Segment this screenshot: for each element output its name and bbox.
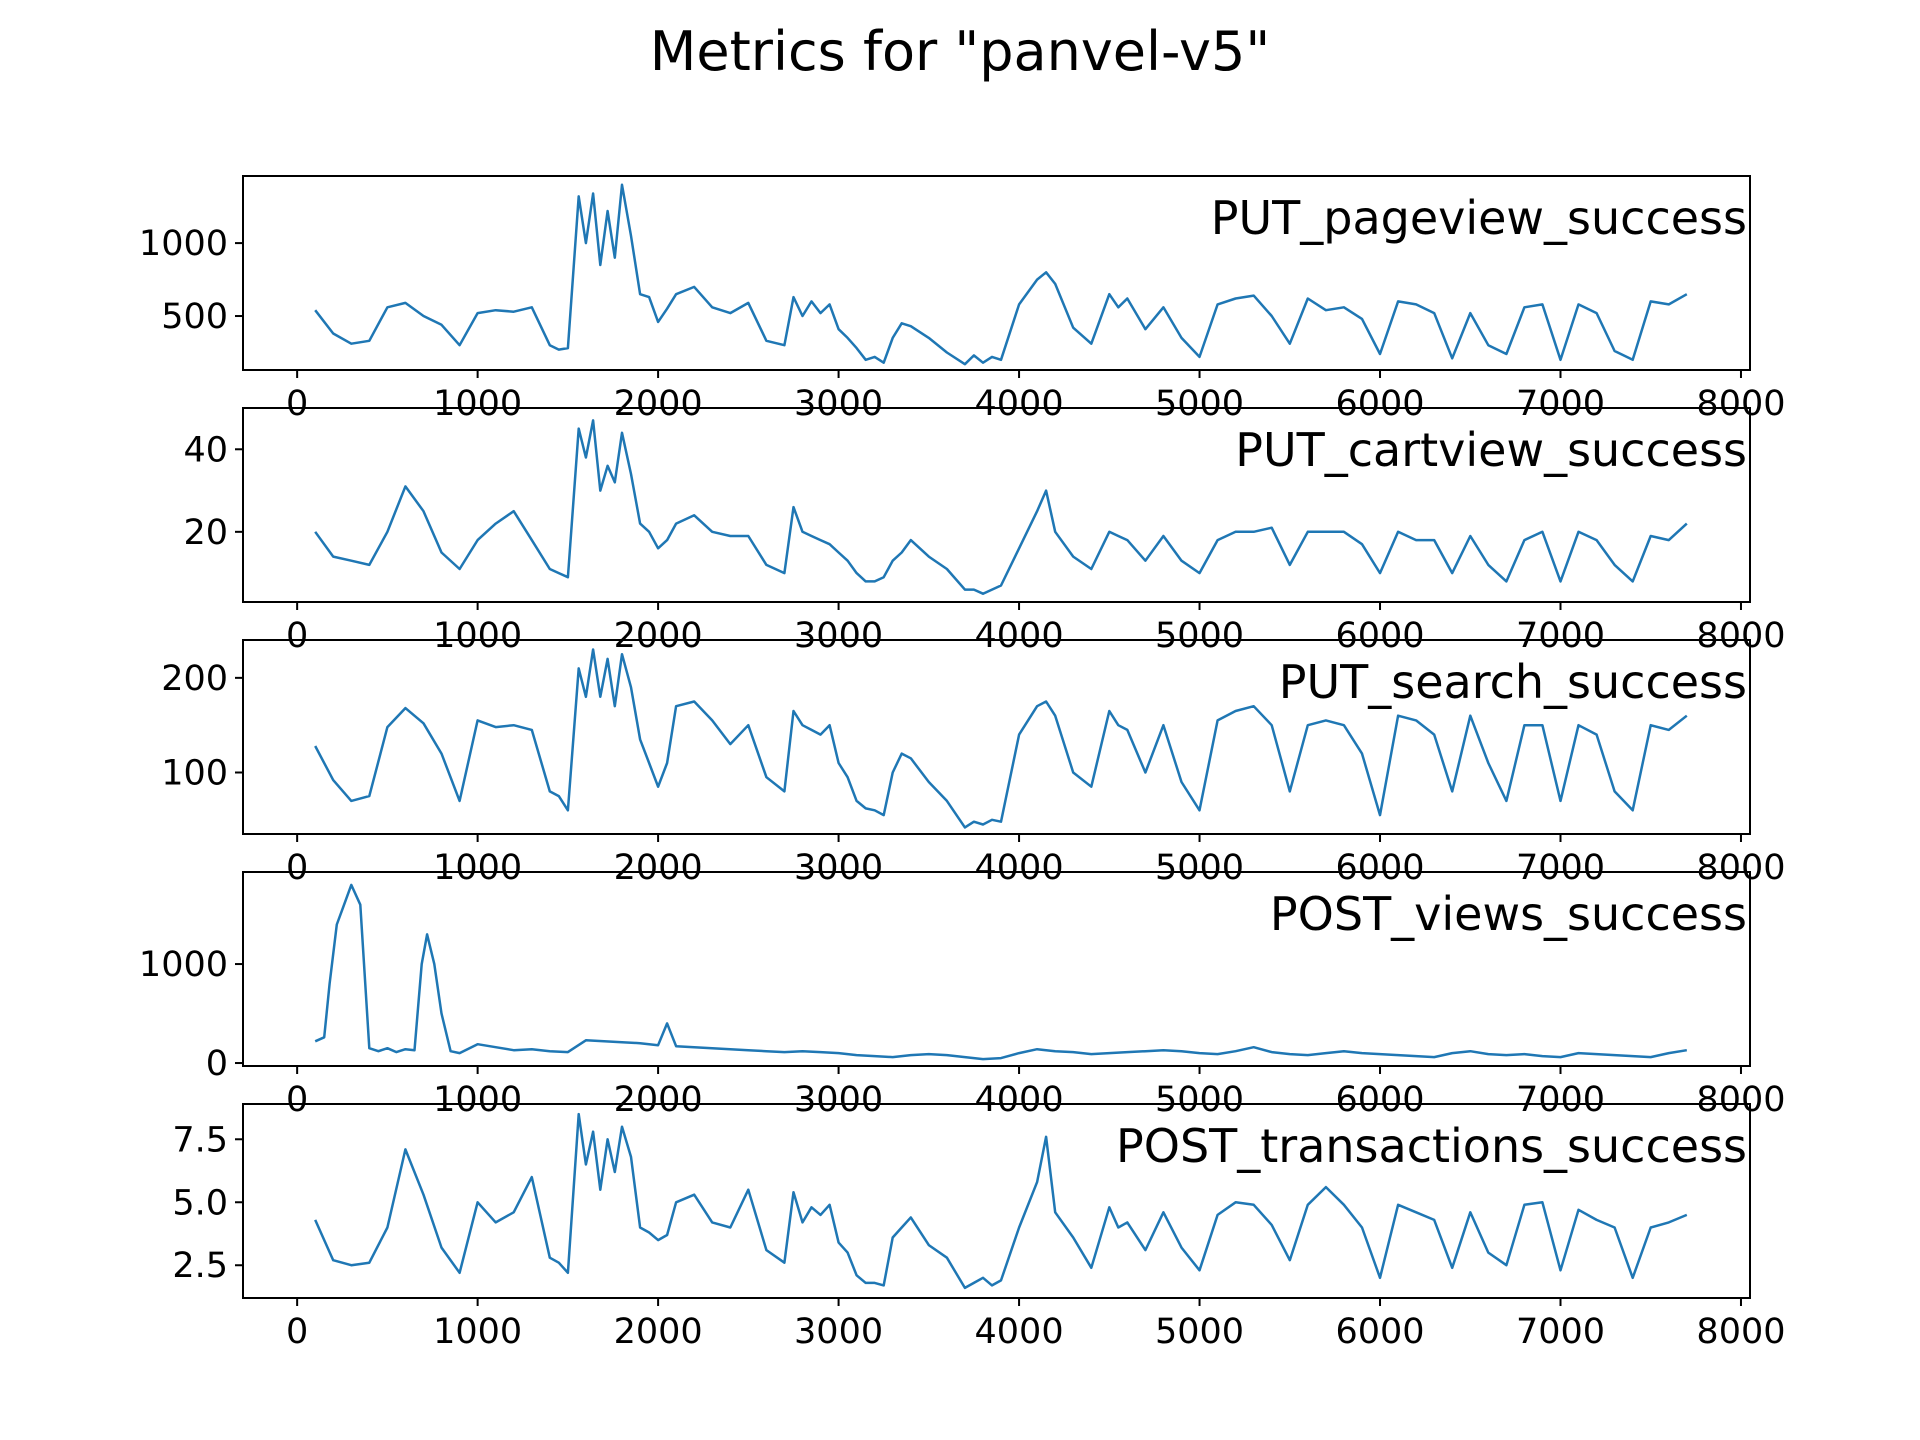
panel-3: 0 1000 2000 3000 4000 5000 6000 7000 8000 100 200 P… [161, 639, 1786, 888]
panel-1: 0 1000 2000 3000 4000 5000 6000 7000 8000 500 1000… [139, 175, 1786, 424]
series-line [314, 648, 1688, 829]
x-tick-label: 1000 [433, 1312, 522, 1352]
y-tick-label: 0 [206, 1044, 228, 1084]
x-tick-label: 5000 [1155, 1080, 1244, 1120]
y-tick-label: 2.5 [172, 1246, 228, 1286]
panel-title: POST_transactions_success [1116, 1119, 1747, 1173]
y-tick-label: 200 [161, 659, 228, 699]
x-tick-label: 6000 [1335, 616, 1424, 656]
x-tick-label: 2000 [614, 1312, 703, 1352]
x-tick-label: 0 [286, 1312, 308, 1352]
y-tick-label: 20 [183, 513, 228, 553]
x-tick-label: 2000 [614, 384, 703, 424]
series-line [314, 883, 1687, 1061]
axes-frame [242, 407, 1751, 603]
y-tick-label: 5.0 [172, 1183, 228, 1223]
y-tick-label: 1000 [139, 945, 228, 985]
x-tick-label: 4000 [975, 384, 1064, 424]
x-tick-label: 0 [286, 848, 308, 888]
x-tick-label: 2000 [614, 616, 703, 656]
series-line [314, 419, 1688, 595]
x-tick-label: 3000 [794, 384, 883, 424]
y-tick-label: 100 [161, 753, 228, 793]
x-tick-label: 3000 [794, 1080, 883, 1120]
panel-title: PUT_cartview_success [1235, 423, 1747, 477]
x-tick-label: 7000 [1516, 1312, 1605, 1352]
x-tick-label: 5000 [1155, 616, 1244, 656]
x-tick-label: 6000 [1335, 384, 1424, 424]
x-tick-label: 7000 [1516, 848, 1605, 888]
x-tick-label: 0 [286, 384, 308, 424]
x-tick-label: 1000 [433, 384, 522, 424]
x-tick-label: 6000 [1335, 848, 1424, 888]
x-tick-label: 6000 [1335, 1080, 1424, 1120]
panel-title: POST_views_success [1270, 887, 1747, 941]
x-tick-label: 0 [286, 1080, 308, 1120]
x-tick-label: 0 [286, 616, 308, 656]
axes-frame [242, 175, 1751, 371]
x-tick-label: 5000 [1155, 1312, 1244, 1352]
chart-panels: 0 1000 2000 3000 4000 5000 6000 7000 80005001000… [139, 175, 1786, 1352]
y-tick-label: 1000 [139, 224, 228, 264]
x-tick-label: 4000 [975, 848, 1064, 888]
panel-title: PUT_pageview_success [1211, 191, 1747, 245]
axes-frame [242, 639, 1751, 835]
panel-title: PUT_search_success [1279, 655, 1747, 709]
x-tick-label: 3000 [794, 1312, 883, 1352]
x-tick-label: 8000 [1696, 616, 1785, 656]
x-tick-label: 8000 [1696, 1312, 1785, 1352]
series-line [314, 1112, 1688, 1290]
axes-frame [242, 871, 1751, 1067]
x-tick-label: 6000 [1335, 1312, 1424, 1352]
x-tick-label: 4000 [975, 1080, 1064, 1120]
panel-2: 0 1000 2000 3000 4000 5000 6000 7000 8000 20 40 PUT… [183, 407, 1786, 656]
x-tick-label: 5000 [1155, 848, 1244, 888]
x-tick-label: 2000 [614, 848, 703, 888]
panel-5: 0 1000 2000 3000 4000 5000 6000 7000 8000 2.5 5.0 7… [172, 1103, 1786, 1352]
x-tick-label: 3000 [794, 616, 883, 656]
x-tick-label: 2000 [614, 1080, 703, 1120]
x-tick-label: 1000 [433, 616, 522, 656]
x-tick-label: 1000 [433, 848, 522, 888]
figure-title: Metrics for "panvel-v5" [650, 20, 1270, 83]
x-tick-label: 7000 [1516, 616, 1605, 656]
series-line [314, 183, 1688, 366]
x-tick-label: 4000 [975, 616, 1064, 656]
axes-frame [242, 1103, 1751, 1299]
x-tick-label: 8000 [1696, 384, 1785, 424]
x-tick-label: 7000 [1516, 384, 1605, 424]
x-tick-label: 5000 [1155, 384, 1244, 424]
x-tick-label: 3000 [794, 848, 883, 888]
x-tick-label: 7000 [1516, 1080, 1605, 1120]
x-tick-label: 4000 [975, 1312, 1064, 1352]
x-tick-label: 8000 [1696, 848, 1785, 888]
y-tick-label: 7.5 [172, 1120, 228, 1160]
y-tick-label: 500 [161, 297, 228, 337]
x-tick-label: 1000 [433, 1080, 522, 1120]
y-tick-label: 40 [183, 430, 228, 470]
panel-4: 0 1000 2000 3000 4000 5000 6000 7000 8000 0 1000 PO… [139, 871, 1786, 1120]
x-tick-label: 8000 [1696, 1080, 1785, 1120]
